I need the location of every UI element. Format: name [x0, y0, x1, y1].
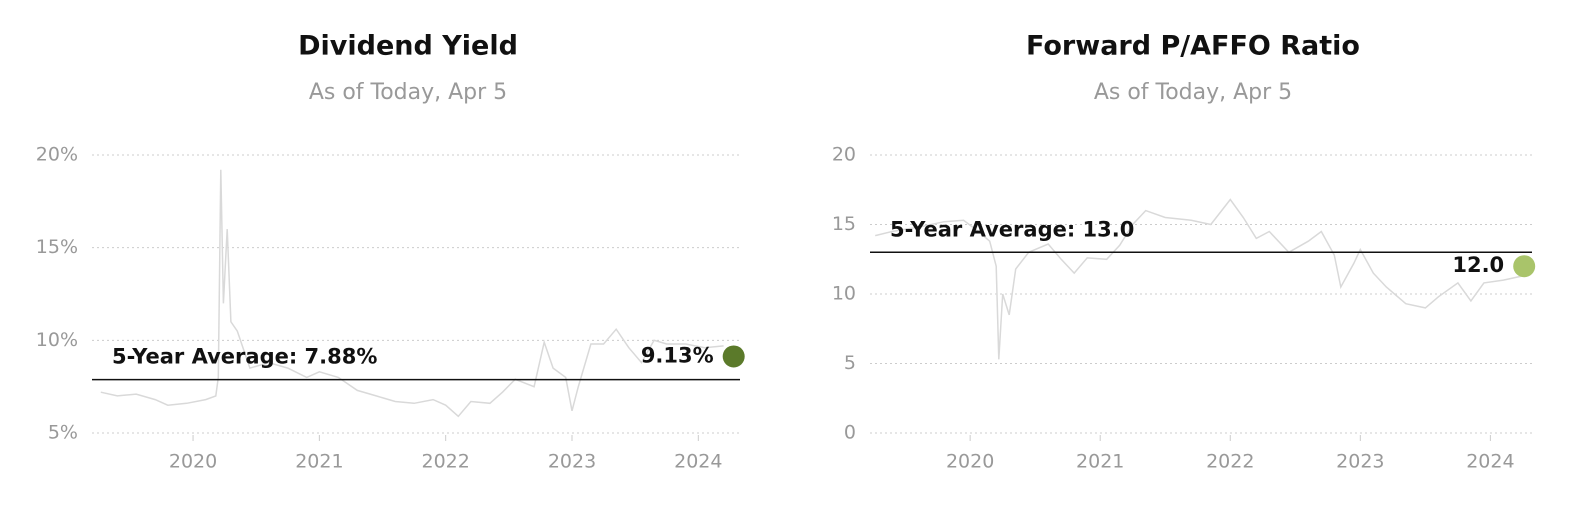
average-label: 5-Year Average: 7.88% — [112, 345, 377, 369]
current-label: 9.13% — [641, 343, 714, 367]
y-tick-label: 20% — [36, 144, 78, 166]
x-tick-label: 2024 — [1466, 451, 1514, 473]
x-tick-label: 2022 — [422, 451, 470, 473]
x-tick-label: 2021 — [295, 451, 343, 473]
y-tick-label: 15 — [832, 213, 856, 235]
x-tick-label: 2020 — [946, 451, 994, 473]
data-line — [875, 198, 1524, 360]
x-tick-label: 2023 — [548, 451, 596, 473]
y-tick-label: 5% — [48, 422, 78, 444]
y-tick-label: 15% — [36, 236, 78, 258]
x-tick-label: 2022 — [1206, 451, 1254, 473]
y-tick-label: 0 — [844, 422, 856, 444]
chart-subtitle: As of Today, Apr 5 — [1094, 80, 1292, 105]
current-label: 12.0 — [1452, 253, 1504, 277]
x-tick-label: 2020 — [169, 451, 217, 473]
current-dot — [1513, 255, 1536, 278]
y-tick-label: 5 — [844, 352, 856, 374]
data-line — [100, 169, 724, 418]
x-tick-label: 2021 — [1076, 451, 1124, 473]
chart-title: Forward P/AFFO Ratio — [1026, 31, 1360, 62]
chart-subtitle: As of Today, Apr 5 — [309, 80, 507, 105]
x-tick-label: 2023 — [1336, 451, 1384, 473]
y-tick-label: 10% — [36, 329, 78, 351]
chart-title: Dividend Yield — [298, 31, 518, 62]
current-dot — [722, 345, 745, 368]
average-label: 5-Year Average: 13.0 — [890, 217, 1134, 241]
y-tick-label: 10 — [832, 283, 856, 305]
y-tick-label: 20 — [832, 144, 856, 166]
x-tick-label: 2024 — [674, 451, 722, 473]
